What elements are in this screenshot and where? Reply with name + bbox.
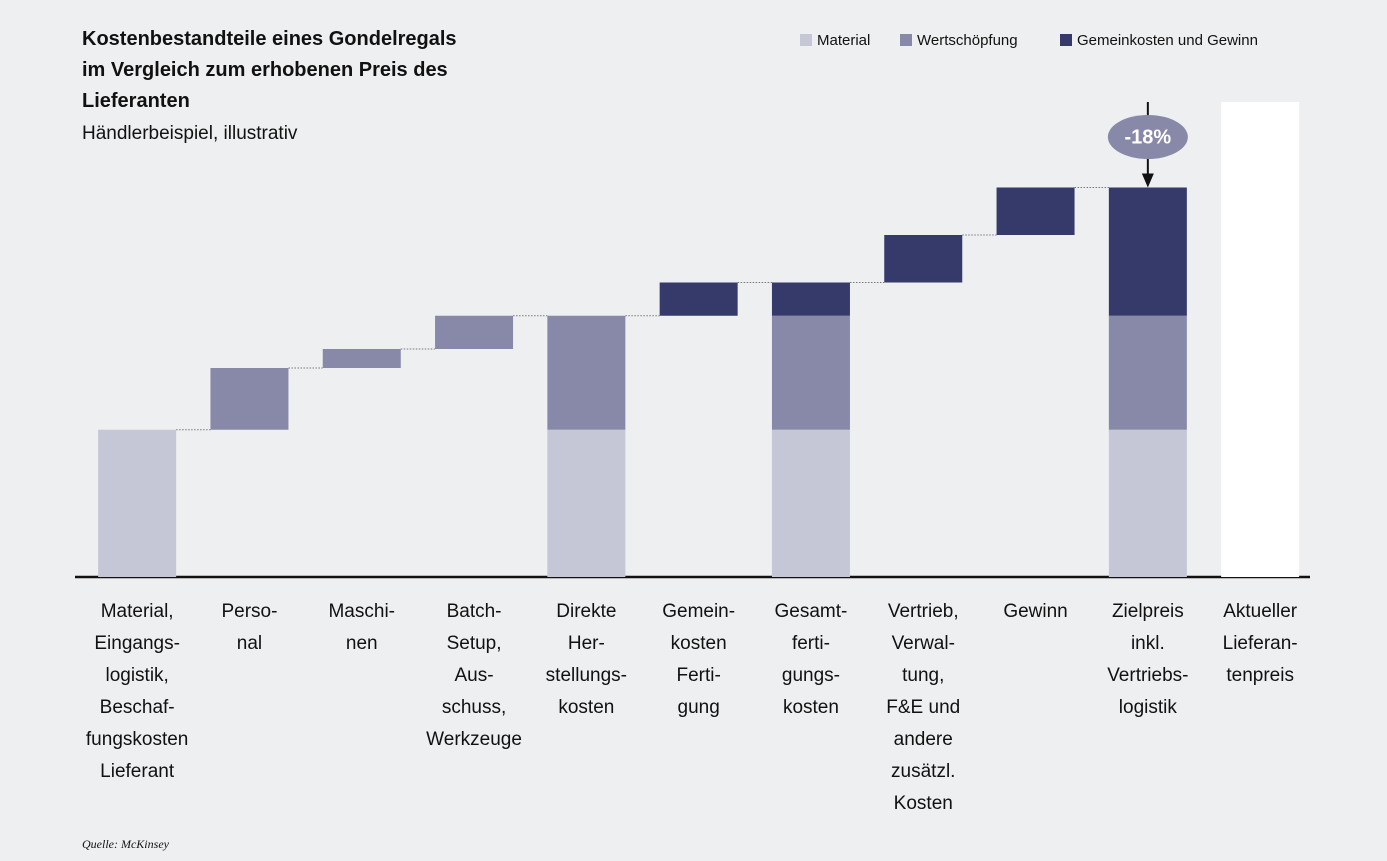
x-tick-label: Vertrieb, Verwal-tung, F&E und andere zusätz… <box>886 601 960 814</box>
bar <box>322 349 401 368</box>
bar <box>98 429 177 577</box>
bar <box>996 187 1075 235</box>
bar <box>659 282 738 316</box>
annotation-arrowhead <box>1141 173 1154 188</box>
x-tick-label: Gewinn <box>1003 601 1067 622</box>
x-tick-label: Gemein-kosten Ferti-gung <box>662 601 735 718</box>
bar <box>547 429 626 577</box>
bar <box>771 315 850 430</box>
annotation-badge <box>1107 115 1188 159</box>
x-tick-label: Aktueller Lieferan-tenpreis <box>1223 601 1298 686</box>
bar <box>1221 102 1300 577</box>
bar <box>771 429 850 577</box>
x-tick-label: Direkte Her-stellungs-kosten <box>546 601 627 718</box>
x-tick-label: Perso-nal <box>221 601 277 654</box>
annotation-label: -18% <box>1124 126 1171 148</box>
chart-title: Kostenbestandteile eines Gondelregals im … <box>82 28 457 112</box>
chart-subtitle: Händlerbeispiel, illustrativ <box>82 123 298 144</box>
bar <box>884 235 963 283</box>
bar <box>1108 187 1187 316</box>
legend-label: Wertschöpfung <box>917 32 1018 49</box>
legend-label: Gemeinkosten und Gewinn <box>1077 32 1258 49</box>
legend-swatch <box>1060 34 1072 46</box>
x-tick-label: Zielpreis inkl. Vertriebs-logistik <box>1107 601 1188 718</box>
legend-swatch <box>900 34 912 46</box>
source: Quelle: McKinsey <box>82 837 170 851</box>
x-tick-label: Maschi-nen <box>328 601 395 654</box>
x-tick-label: Material, Eingangs-logistik, Beschaf-fungs… <box>86 601 188 782</box>
bar <box>435 315 514 349</box>
bar <box>210 368 289 430</box>
legend-label: Material <box>817 32 870 49</box>
bar <box>771 282 850 316</box>
legend-swatch <box>800 34 812 46</box>
bar <box>1108 429 1187 577</box>
bar <box>1108 315 1187 430</box>
x-tick-label: Batch-Setup, Aus-schuss, Werkzeuge <box>426 601 522 750</box>
bar <box>547 315 626 430</box>
x-tick-label: Gesamt-ferti-gungs-kosten <box>775 601 848 718</box>
